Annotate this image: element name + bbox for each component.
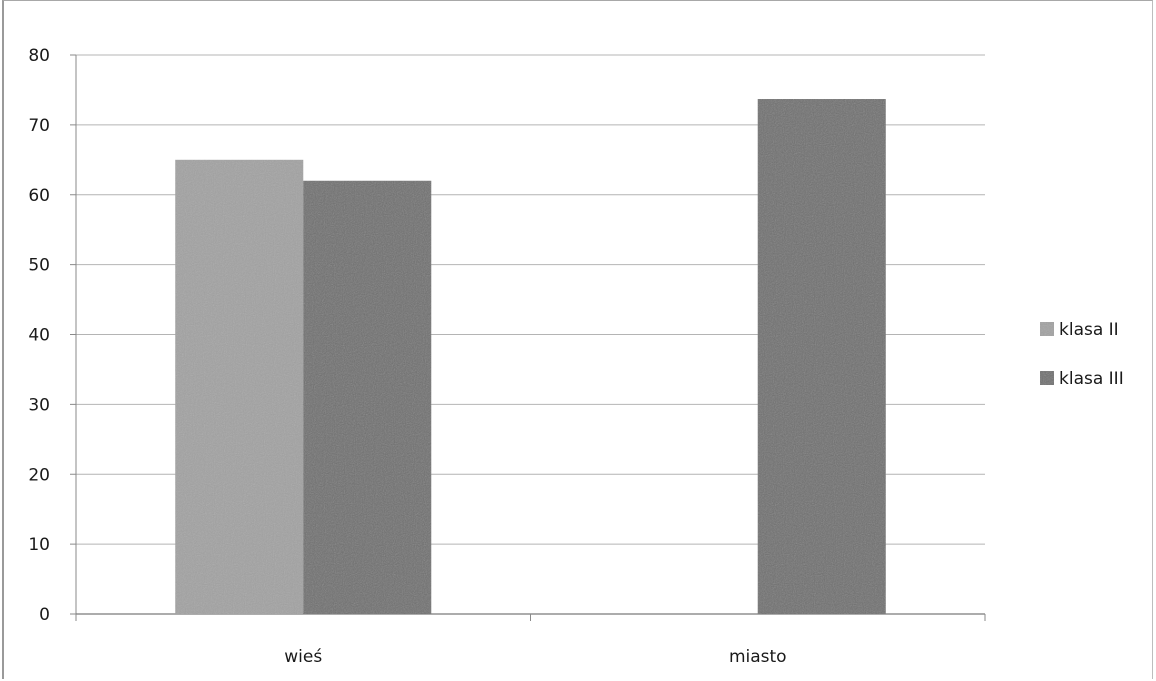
y-tick-label: 60 [28, 186, 50, 206]
y-tick-label: 20 [28, 465, 50, 485]
y-tick-label: 30 [28, 395, 50, 415]
bars [175, 99, 886, 615]
y-tick-label: 70 [28, 116, 50, 136]
legend-swatch [1040, 322, 1054, 336]
legend-swatch [1040, 371, 1054, 385]
bar-klasa-III-wieś [303, 180, 432, 614]
legend-label: klasa III [1059, 369, 1124, 389]
y-tick-label: 80 [28, 46, 50, 66]
y-tick-labels: 0 10 20 30 40 50 60 70 80 [28, 46, 50, 625]
legend: klasa II klasa III [1040, 320, 1124, 389]
y-tick-label: 50 [28, 256, 50, 276]
x-tick-label: wieś [284, 647, 322, 667]
y-tick-label: 0 [39, 605, 50, 625]
x-tick-label: miasto [729, 647, 787, 667]
bar-klasa-II-wieś [175, 159, 304, 614]
y-tick-label: 10 [28, 535, 50, 555]
x-tick-labels: wieś miasto [284, 647, 786, 667]
legend-label: klasa II [1059, 320, 1119, 340]
y-tick-label: 40 [28, 326, 50, 346]
bar-klasa-III-miasto [757, 99, 886, 615]
